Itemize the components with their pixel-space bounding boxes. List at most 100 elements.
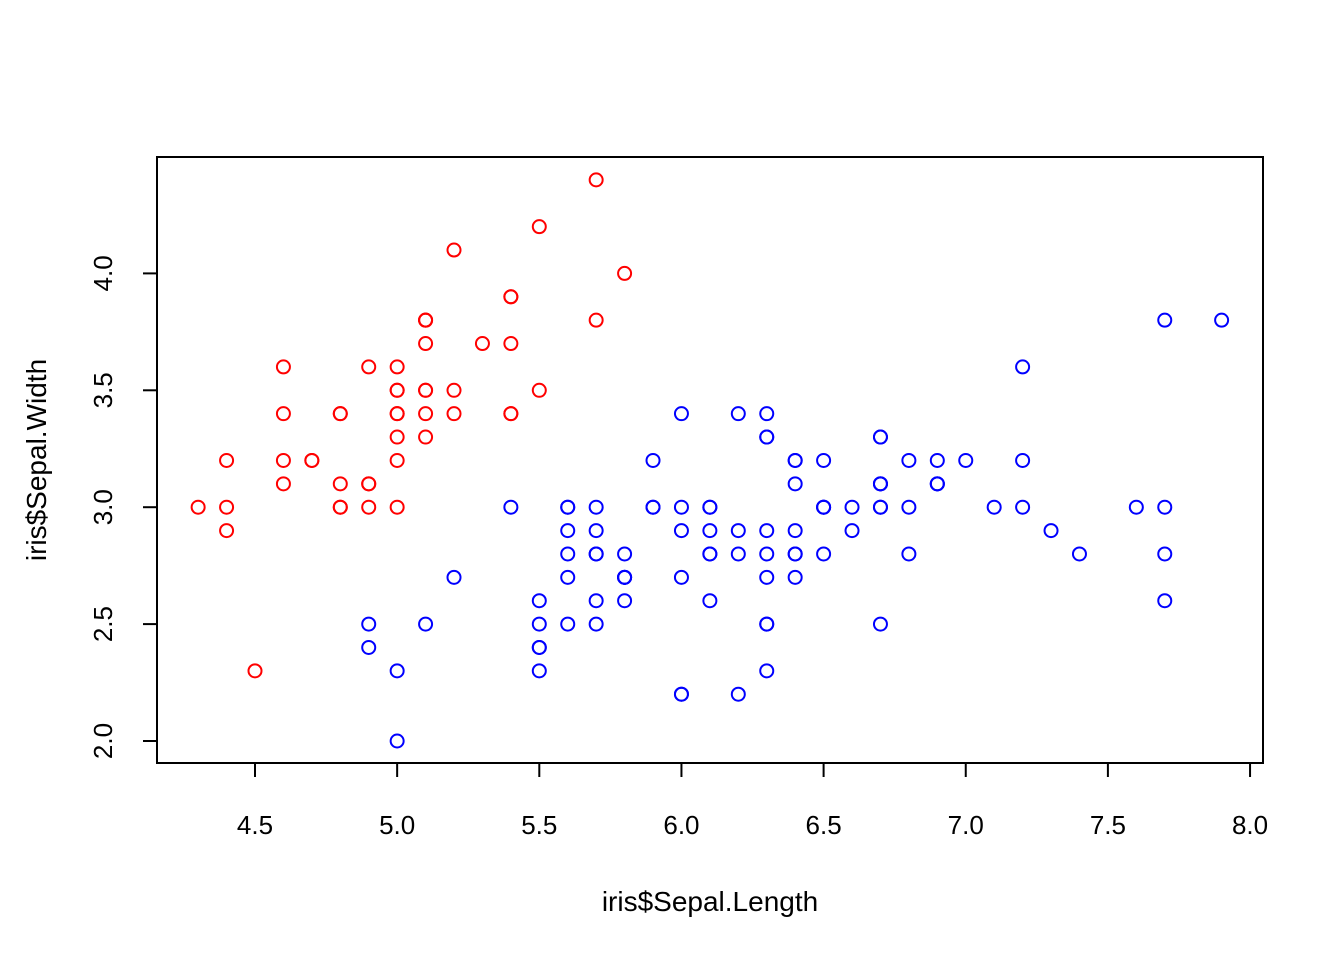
data-point [844, 523, 860, 539]
data-point [673, 523, 689, 539]
data-point [872, 499, 888, 515]
data-point [503, 499, 519, 515]
data-point [617, 593, 633, 609]
data-point [361, 639, 377, 655]
x-tick-label: 5.0 [379, 810, 415, 840]
data-point [389, 406, 405, 422]
data-point [1015, 359, 1031, 375]
data-point [986, 499, 1002, 515]
data-point [446, 382, 462, 398]
x-axis-title: iris$Sepal.Length [602, 886, 818, 917]
data-point [1157, 312, 1173, 328]
data-point [560, 546, 576, 562]
data-point [332, 499, 348, 515]
data-point [219, 499, 235, 515]
data-point [588, 312, 604, 328]
data-point [872, 476, 888, 492]
data-point [389, 499, 405, 515]
data-point [1015, 452, 1031, 468]
data-point [503, 406, 519, 422]
x-tick-label: 4.5 [237, 810, 273, 840]
x-axis: 4.5 5.0 5.5 6.0 6.5 7.0 7.5 8.0 [237, 762, 1268, 840]
y-axis: 2.0 2.5 3.0 3.5 4.0 [88, 255, 158, 759]
data-point [730, 686, 746, 702]
data-point [531, 616, 547, 632]
data-point [588, 523, 604, 539]
data-point [1157, 546, 1173, 562]
data-point [275, 476, 291, 492]
data-point [759, 429, 775, 445]
data-point [645, 452, 661, 468]
data-point [901, 499, 917, 515]
data-point [531, 382, 547, 398]
data-point [901, 546, 917, 562]
data-point [474, 336, 490, 352]
data-point [901, 452, 917, 468]
data-point [759, 663, 775, 679]
data-point [389, 733, 405, 749]
data-point [1128, 499, 1144, 515]
data-point [645, 499, 661, 515]
data-point [190, 499, 206, 515]
data-point [730, 546, 746, 562]
data-point [332, 476, 348, 492]
y-tick-label: 3.5 [88, 372, 118, 408]
data-point [389, 382, 405, 398]
data-point [787, 523, 803, 539]
x-tick-label: 7.0 [948, 810, 984, 840]
y-tick-label: 2.5 [88, 606, 118, 642]
data-point [361, 616, 377, 632]
data-point [446, 569, 462, 585]
y-tick-label: 2.0 [88, 723, 118, 759]
data-point [560, 499, 576, 515]
data-point [418, 616, 434, 632]
data-point [673, 499, 689, 515]
data-point [872, 429, 888, 445]
data-point [617, 265, 633, 281]
data-point [531, 639, 547, 655]
data-point [1071, 546, 1087, 562]
data-point [531, 593, 547, 609]
data-point [787, 476, 803, 492]
x-tick-label: 8.0 [1232, 810, 1268, 840]
data-point [389, 429, 405, 445]
data-point [1157, 499, 1173, 515]
data-point [275, 406, 291, 422]
data-point [816, 546, 832, 562]
x-tick-label: 6.5 [806, 810, 842, 840]
data-point [1015, 499, 1031, 515]
data-point [418, 312, 434, 328]
data-point [361, 359, 377, 375]
data-point [531, 219, 547, 235]
data-point [418, 382, 434, 398]
data-point [1214, 312, 1230, 328]
data-point [418, 336, 434, 352]
data-point [816, 499, 832, 515]
data-point [503, 336, 519, 352]
data-point [219, 452, 235, 468]
data-point [816, 452, 832, 468]
data-point [702, 499, 718, 515]
data-point [560, 523, 576, 539]
data-point [560, 569, 576, 585]
data-point [759, 523, 775, 539]
data-point [588, 593, 604, 609]
data-point [759, 546, 775, 562]
data-point [304, 452, 320, 468]
y-axis-title: iris$Sepal.Width [21, 359, 52, 561]
data-point [787, 569, 803, 585]
data-point [617, 569, 633, 585]
data-point [759, 406, 775, 422]
data-point [418, 406, 434, 422]
data-point [389, 663, 405, 679]
y-tick-label: 4.0 [88, 255, 118, 291]
data-point [389, 452, 405, 468]
data-point [929, 476, 945, 492]
data-point [588, 499, 604, 515]
y-tick-label: 3.0 [88, 489, 118, 525]
data-point [275, 452, 291, 468]
data-point [332, 406, 348, 422]
data-point [446, 406, 462, 422]
data-point [560, 616, 576, 632]
plot-box [156, 156, 1264, 764]
